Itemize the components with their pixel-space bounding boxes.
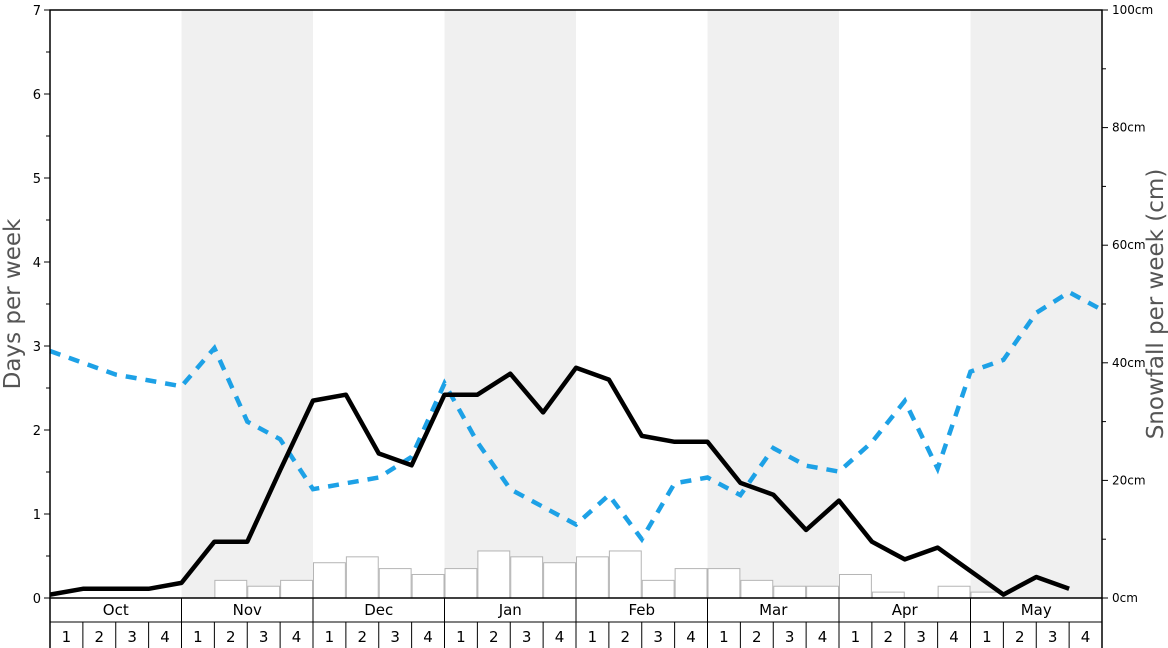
series-lines bbox=[49, 289, 1104, 597]
bar-apr-1 bbox=[839, 573, 872, 599]
bar-mar-2 bbox=[740, 579, 774, 599]
week-label: 3 bbox=[785, 628, 795, 646]
left-tick-label: 6 bbox=[33, 88, 41, 103]
bar-feb-4 bbox=[674, 568, 708, 599]
bar-apr-4 bbox=[937, 585, 971, 599]
month-label-feb: Feb bbox=[628, 601, 655, 619]
axis-labels: 0 1 2 3 4 5 6 7 0cm 20cm 40cm 60cm 80cm 100cm Days per… bbox=[0, 3, 1168, 646]
right-tick-label: 60cm bbox=[1112, 238, 1146, 252]
days-solid-line bbox=[49, 365, 1070, 597]
week-label: 1 bbox=[719, 628, 729, 646]
week-label: 2 bbox=[226, 628, 236, 646]
week-label: 4 bbox=[949, 628, 959, 646]
week-label: 1 bbox=[982, 628, 992, 646]
week-label: 3 bbox=[1048, 628, 1058, 646]
week-label: 4 bbox=[160, 628, 170, 646]
week-label: 4 bbox=[292, 628, 302, 646]
week-label: 1 bbox=[193, 628, 203, 646]
month-shade-nov bbox=[181, 10, 313, 598]
bar-nov-4 bbox=[280, 579, 313, 599]
week-label: 2 bbox=[1015, 628, 1025, 646]
month-shade-may bbox=[970, 10, 1102, 598]
left-tick-label: 5 bbox=[33, 172, 41, 187]
month-label-nov: Nov bbox=[233, 601, 262, 619]
left-tick-label: 4 bbox=[33, 256, 41, 271]
left-tick-label: 0 bbox=[33, 592, 41, 607]
week-label: 2 bbox=[489, 628, 499, 646]
left-tick-label: 3 bbox=[33, 340, 41, 355]
week-label: 1 bbox=[588, 628, 598, 646]
right-tick-label: 80cm bbox=[1112, 121, 1146, 135]
week-label: 3 bbox=[522, 628, 532, 646]
week-label: 4 bbox=[818, 628, 828, 646]
bar-jan-4 bbox=[543, 562, 576, 599]
week-label: 2 bbox=[884, 628, 894, 646]
right-tick-label: 100cm bbox=[1112, 3, 1153, 17]
week-label: 3 bbox=[916, 628, 926, 646]
right-axis-title: Snowfall per week (cm) bbox=[1143, 169, 1168, 440]
left-tick-label: 7 bbox=[33, 4, 41, 19]
month-shade-mar bbox=[707, 10, 839, 598]
left-axis-title: Days per week bbox=[0, 218, 26, 389]
bar-dec-3 bbox=[378, 568, 412, 599]
bar-apr-2 bbox=[871, 591, 905, 599]
week-label: 1 bbox=[851, 628, 861, 646]
month-label-apr: Apr bbox=[892, 601, 919, 619]
week-label: 2 bbox=[95, 628, 105, 646]
month-label-dec: Dec bbox=[364, 601, 393, 619]
week-label: 4 bbox=[686, 628, 696, 646]
right-tick-label: 0cm bbox=[1112, 591, 1138, 605]
month-shade-jan bbox=[444, 10, 576, 598]
week-label: 3 bbox=[653, 628, 663, 646]
week-label: 2 bbox=[752, 628, 762, 646]
bar-dec-4 bbox=[411, 573, 445, 599]
bar-dec-1 bbox=[313, 562, 346, 599]
week-label: 3 bbox=[127, 628, 137, 646]
month-shading bbox=[181, 10, 1102, 598]
bar-feb-2 bbox=[608, 550, 642, 599]
left-tick-label: 1 bbox=[33, 508, 41, 523]
right-tick-label: 20cm bbox=[1112, 473, 1146, 487]
week-label: 1 bbox=[456, 628, 466, 646]
week-label: 4 bbox=[555, 628, 565, 646]
week-label: 2 bbox=[621, 628, 631, 646]
bar-jan-1 bbox=[444, 568, 478, 599]
snowfall-dashed-line bbox=[49, 289, 1104, 544]
bar-feb-3 bbox=[641, 579, 675, 599]
week-label: 4 bbox=[423, 628, 433, 646]
bar-jan-2 bbox=[477, 550, 511, 599]
week-label: 4 bbox=[1081, 628, 1091, 646]
bar-nov-2 bbox=[214, 579, 248, 599]
week-label: 3 bbox=[390, 628, 400, 646]
month-label-jan: Jan bbox=[498, 601, 522, 619]
bar-mar-3 bbox=[773, 585, 807, 599]
axes bbox=[44, 9, 1108, 648]
snow-days-bars bbox=[214, 550, 1004, 599]
bar-dec-2 bbox=[345, 556, 379, 599]
week-label: 3 bbox=[259, 628, 269, 646]
month-label-oct: Oct bbox=[103, 601, 129, 619]
left-tick-label: 2 bbox=[33, 424, 41, 439]
bar-mar-4 bbox=[806, 585, 839, 599]
right-tick-label: 40cm bbox=[1112, 356, 1146, 370]
week-label: 1 bbox=[325, 628, 335, 646]
week-label: 2 bbox=[358, 628, 368, 646]
month-label-may: May bbox=[1021, 601, 1052, 619]
bar-jan-3 bbox=[510, 556, 544, 599]
bar-mar-1 bbox=[707, 568, 741, 599]
week-label: 1 bbox=[62, 628, 72, 646]
month-label-mar: Mar bbox=[759, 601, 788, 619]
bar-nov-3 bbox=[247, 585, 281, 599]
bar-feb-1 bbox=[576, 556, 609, 599]
